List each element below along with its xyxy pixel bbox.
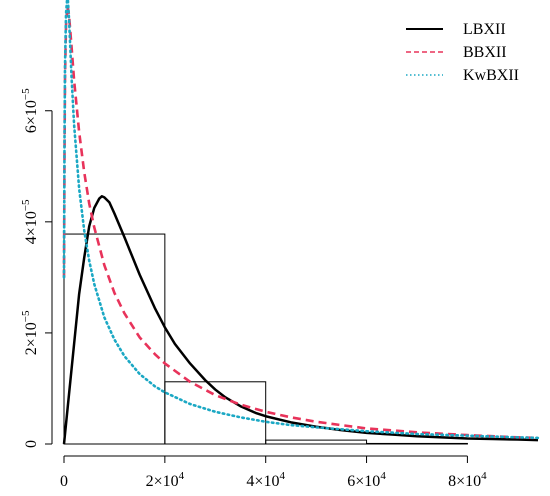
x-axis: 0 2×104 4×104 6×104 8×104 [60,455,487,490]
y-tick-label: 6×10−5 [20,88,40,133]
x-tick-label: 2×104 [146,470,185,490]
x-tick-label: 4×104 [246,470,285,490]
legend: LBXII BBXII KwBXII [406,21,519,84]
y-tick-label: 0 [23,440,40,448]
legend-label-bbxii: BBXII [463,44,507,61]
y-tick-label: 4×10−5 [20,199,40,244]
density-curves [62,0,540,445]
x-tick-label: 6×104 [347,470,386,490]
y-axis: 0 2×10−5 4×10−5 6×10−5 [20,88,53,448]
histogram-bar [164,381,267,445]
series-line-lbxii [62,195,539,445]
legend-label-lbxii: LBXII [463,21,506,38]
legend-label-kwbxii: KwBXII [463,67,519,84]
histogram [63,233,468,445]
x-tick-label: 0 [60,473,68,490]
x-tick-label: 8×104 [448,470,487,490]
histogram-bar [63,233,166,445]
histogram-bar [366,442,468,445]
y-tick-label: 2×10−5 [20,310,40,355]
series-line-kwbxii [62,0,540,440]
histogram-bar [265,439,368,445]
